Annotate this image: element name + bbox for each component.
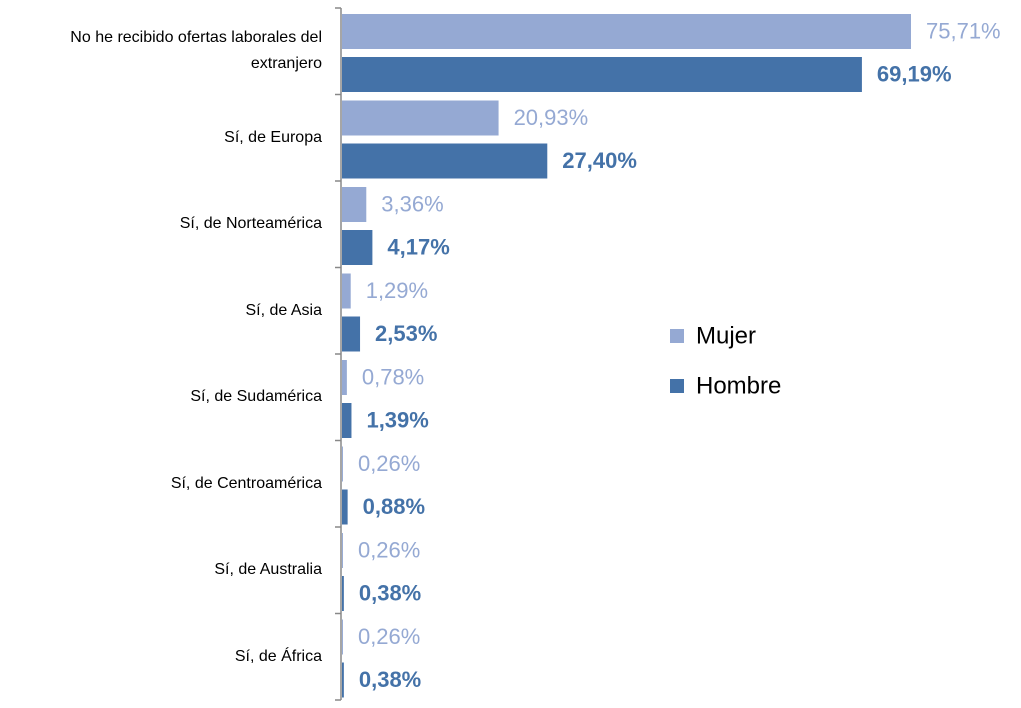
value-label: 0,26% — [358, 451, 420, 476]
value-label: 0,26% — [358, 537, 420, 562]
bar — [342, 403, 352, 438]
value-label: 1,39% — [366, 407, 428, 432]
legend-label: Mujer — [696, 322, 756, 349]
bar — [342, 100, 499, 136]
bar — [342, 533, 343, 568]
bar — [342, 57, 862, 92]
category-label: Sí, de África — [234, 647, 322, 665]
value-label: 20,93% — [514, 105, 589, 130]
bar — [342, 446, 343, 482]
value-label: 0,38% — [359, 580, 421, 605]
value-label: 4,17% — [387, 234, 449, 259]
value-label: 2,53% — [375, 321, 437, 346]
bar — [342, 576, 344, 611]
bar — [342, 619, 343, 655]
bar — [342, 14, 911, 49]
category-label: Sí, de Centroamérica — [170, 474, 322, 492]
value-label: 0,26% — [358, 624, 420, 649]
legend-label: Hombre — [696, 372, 781, 399]
bar — [342, 143, 548, 179]
value-label: 3,36% — [381, 191, 443, 216]
category-label: No he recibido ofertas laborales del ext… — [70, 29, 322, 73]
bar — [342, 273, 351, 309]
value-label: 0,78% — [362, 364, 424, 389]
value-label: 27,40% — [562, 148, 637, 173]
bar — [342, 316, 361, 352]
category-label: Sí, de Sudamérica — [190, 388, 322, 406]
legend-swatch — [670, 329, 684, 343]
bar — [342, 662, 344, 698]
category-label: Sí, de Australia — [214, 561, 322, 579]
bar — [342, 230, 373, 265]
value-label: 75,71% — [926, 18, 1001, 43]
value-label: 0,88% — [363, 494, 425, 519]
value-label: 0,38% — [359, 667, 421, 692]
legend-swatch — [670, 379, 684, 393]
bar — [342, 489, 348, 525]
bar — [342, 187, 367, 222]
value-label: 1,29% — [366, 278, 428, 303]
category-label: Sí, de Asia — [245, 301, 323, 319]
category-label: Sí, de Europa — [224, 128, 322, 146]
category-label: Sí, de Norteamérica — [179, 215, 322, 233]
value-label: 69,19% — [877, 61, 952, 86]
bar — [342, 360, 347, 395]
